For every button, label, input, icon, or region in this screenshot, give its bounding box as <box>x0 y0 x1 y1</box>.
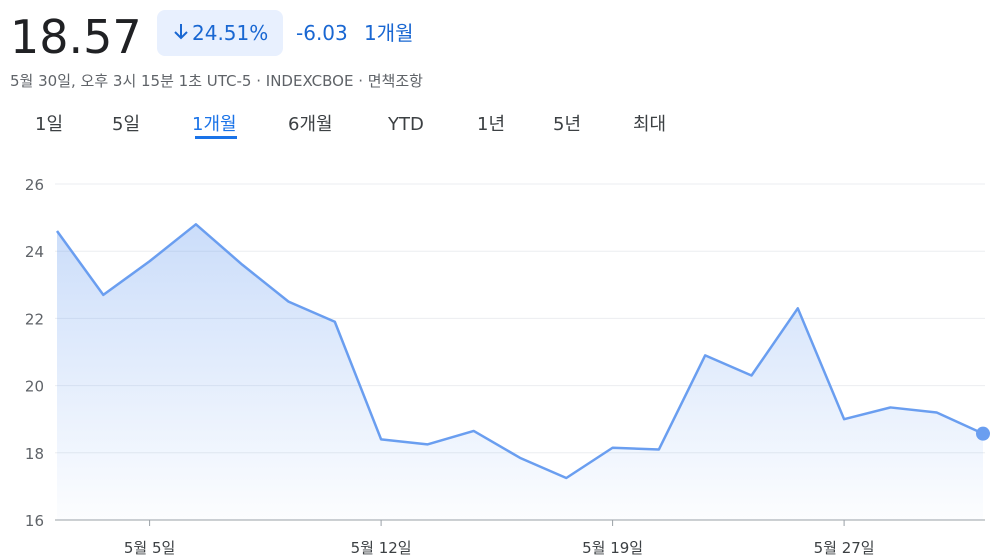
range-tab[interactable]: 5년 <box>553 114 581 135</box>
change-badge <box>157 10 283 56</box>
range-tab[interactable]: 1년 <box>477 114 505 135</box>
line <box>55 223 984 480</box>
range-tab[interactable]: 1일 <box>35 114 63 135</box>
range-tab[interactable]: 5일 <box>112 114 140 135</box>
range-tab[interactable]: 1개월 <box>192 114 237 135</box>
y-tick-label: 18 <box>25 445 44 463</box>
range-tab[interactable]: 최대 <box>633 114 666 135</box>
y-tick-label: 20 <box>25 378 44 396</box>
y-tick-label: 26 <box>25 176 44 194</box>
price: 18.57 <box>10 10 142 64</box>
chart: 16 18 20 22 24 26 5월 5일 5월 12일 5월 19일 5월 27일 <box>25 176 990 557</box>
range-tabs: 1일 5일 1개월 6개월 YTD 1년 5년 최대 <box>35 114 666 135</box>
y-tick-label: 24 <box>25 243 44 261</box>
subtitle: 5월 30일, 오후 3시 15분 1초 UTC-5 · INDEXCBOE ·… <box>10 72 423 90</box>
y-tick-label: 22 <box>25 310 44 328</box>
y-tick-label: 16 <box>25 512 44 530</box>
area <box>57 224 983 520</box>
last-point <box>976 426 990 441</box>
range-tab[interactable]: 6개월 <box>288 114 333 135</box>
change-pct: 24.51% <box>192 21 268 45</box>
x-tick-label: 5월 5일 <box>124 539 175 557</box>
range-tab[interactable]: YTD <box>387 114 424 135</box>
x-tick-label: 5월 27일 <box>814 539 875 557</box>
change-period: 1개월 <box>364 21 414 45</box>
active-tab-underline <box>195 136 237 139</box>
x-tick-label: 5월 19일 <box>582 539 643 557</box>
x-tick-label: 5월 12일 <box>351 539 412 557</box>
change-abs: -6.03 <box>296 21 348 45</box>
down-arrow <box>174 24 188 40</box>
